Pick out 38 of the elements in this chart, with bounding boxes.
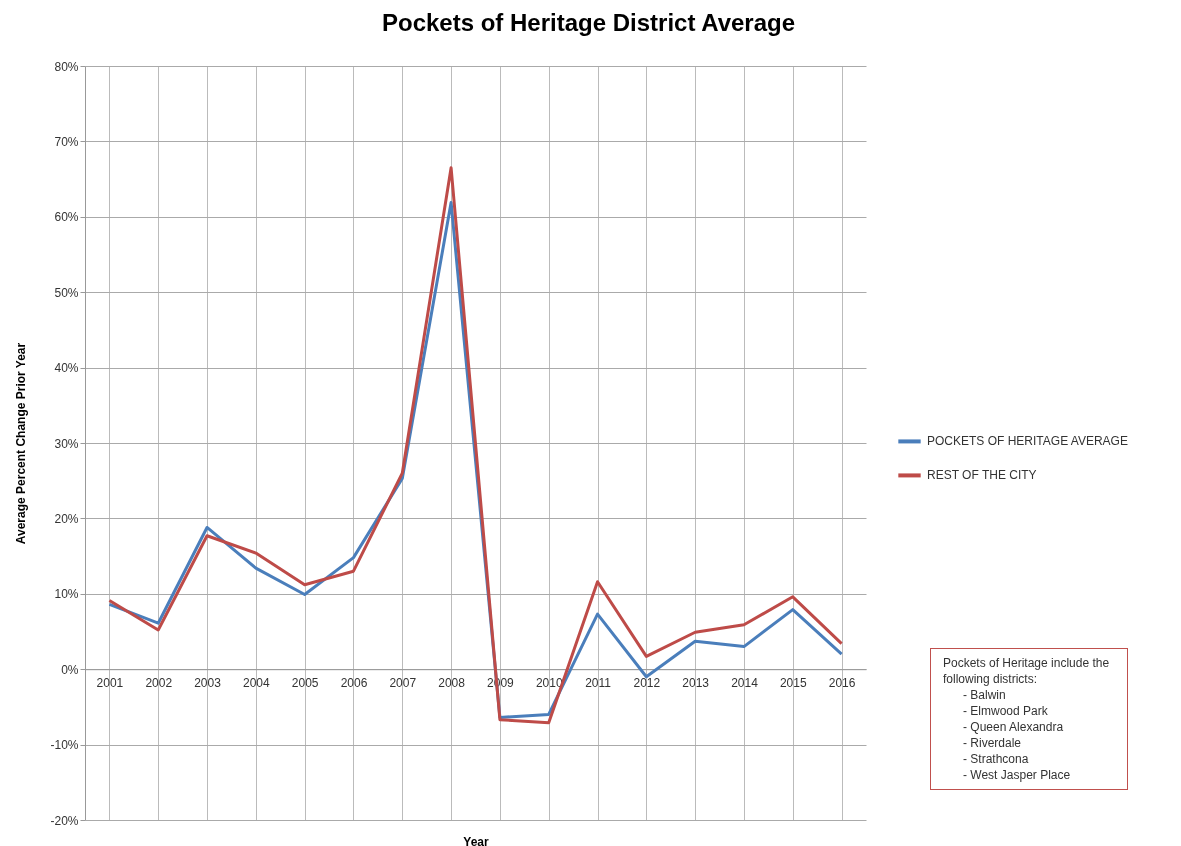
text: - Elmwood Park [962, 703, 1049, 719]
x-tick-label: 2006 [340, 675, 368, 690]
chart-title: Pockets of Heritage District Average [381, 9, 796, 36]
y-tick-label: -10% [50, 738, 79, 753]
legend-label: REST OF THE CITY [927, 468, 1037, 483]
y-tick-label: 60% [54, 210, 79, 225]
x-tick-label: 2010 [535, 675, 563, 690]
x-axis-title: Year [463, 834, 490, 846]
y-tick-label: 40% [54, 361, 79, 376]
y-tick-label: 80% [54, 59, 79, 74]
x-tick-label: 2013 [682, 675, 710, 690]
y-tick-label: 0% [61, 662, 79, 677]
text: - Queen Alexandra [962, 719, 1065, 735]
x-tick-label: 2016 [828, 675, 856, 690]
text: - Riverdale [962, 735, 1023, 751]
x-tick-label: 2008 [438, 675, 466, 690]
y-tick-label: 20% [54, 511, 79, 526]
x-tick-label: 2004 [242, 675, 271, 690]
y-tick-label: 70% [54, 134, 79, 149]
text: - West Jasper Place [962, 767, 1072, 783]
x-tick-label: 2011 [585, 675, 612, 690]
y-axis-title: Average Percent Change Prior Year [14, 342, 29, 545]
x-tick-label: 2007 [389, 675, 417, 690]
y-tick-label: 10% [54, 587, 79, 602]
x-tick-label: 2005 [291, 675, 319, 690]
x-tick-label: 2012 [633, 675, 661, 690]
text: Pockets of Heritage include the following districts: [943, 655, 1111, 687]
x-tick-label: 2015 [779, 675, 807, 690]
x-tick-label: 2014 [731, 675, 759, 690]
y-tick-label: 30% [54, 436, 79, 451]
x-tick-label: 2003 [194, 675, 222, 690]
text: - Strathcona [962, 751, 1030, 767]
legend-label: POCKETS OF HERITAGE AVERAGE [927, 434, 1128, 449]
y-tick-label: -20% [50, 813, 79, 828]
y-tick-label: 50% [54, 285, 79, 300]
x-tick-label: 2002 [145, 675, 173, 690]
x-tick-label: 2001 [96, 675, 124, 690]
text: - Balwin [962, 687, 1007, 703]
